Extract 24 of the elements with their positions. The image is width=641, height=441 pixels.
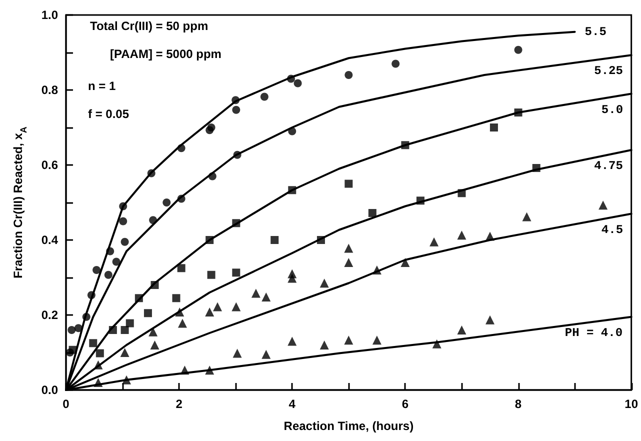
y-tick-label: 1.0 bbox=[41, 8, 58, 22]
series-label: 4.5 bbox=[601, 222, 624, 237]
y-tick-label: 0.0 bbox=[41, 383, 58, 397]
y-tick-label: 0.6 bbox=[41, 158, 58, 172]
x-tick-label: 6 bbox=[402, 397, 409, 411]
annotation: [PAAM] = 5000 ppm bbox=[110, 47, 222, 61]
y-tick-label: 0.8 bbox=[41, 83, 58, 97]
y-tick-label: 0.4 bbox=[41, 233, 58, 247]
series-label: 5.25 bbox=[594, 64, 623, 78]
x-tick-label: 4 bbox=[288, 397, 296, 411]
series-label: 5.0 bbox=[601, 102, 624, 117]
x-tick-label: 0 bbox=[62, 397, 70, 411]
x-tick-label: 10 bbox=[624, 397, 638, 411]
y-tick-label: 0.2 bbox=[41, 308, 58, 322]
annotation: n = 1 bbox=[88, 79, 116, 93]
series-label: PH = 4.0 bbox=[564, 326, 623, 340]
series-label: 4.75 bbox=[594, 159, 623, 173]
x-tick-label: 2 bbox=[176, 397, 183, 411]
x-tick-label: 8 bbox=[514, 397, 522, 411]
x-axis-title: Reaction Time, (hours) bbox=[284, 419, 414, 433]
annotation: f = 0.05 bbox=[88, 107, 130, 121]
series-label: 5.5 bbox=[584, 24, 606, 39]
y-axis-title: Fraction Cr(III) Reacted, xA bbox=[11, 126, 28, 278]
annotation: Total Cr(III) = 50 ppm bbox=[90, 19, 208, 33]
